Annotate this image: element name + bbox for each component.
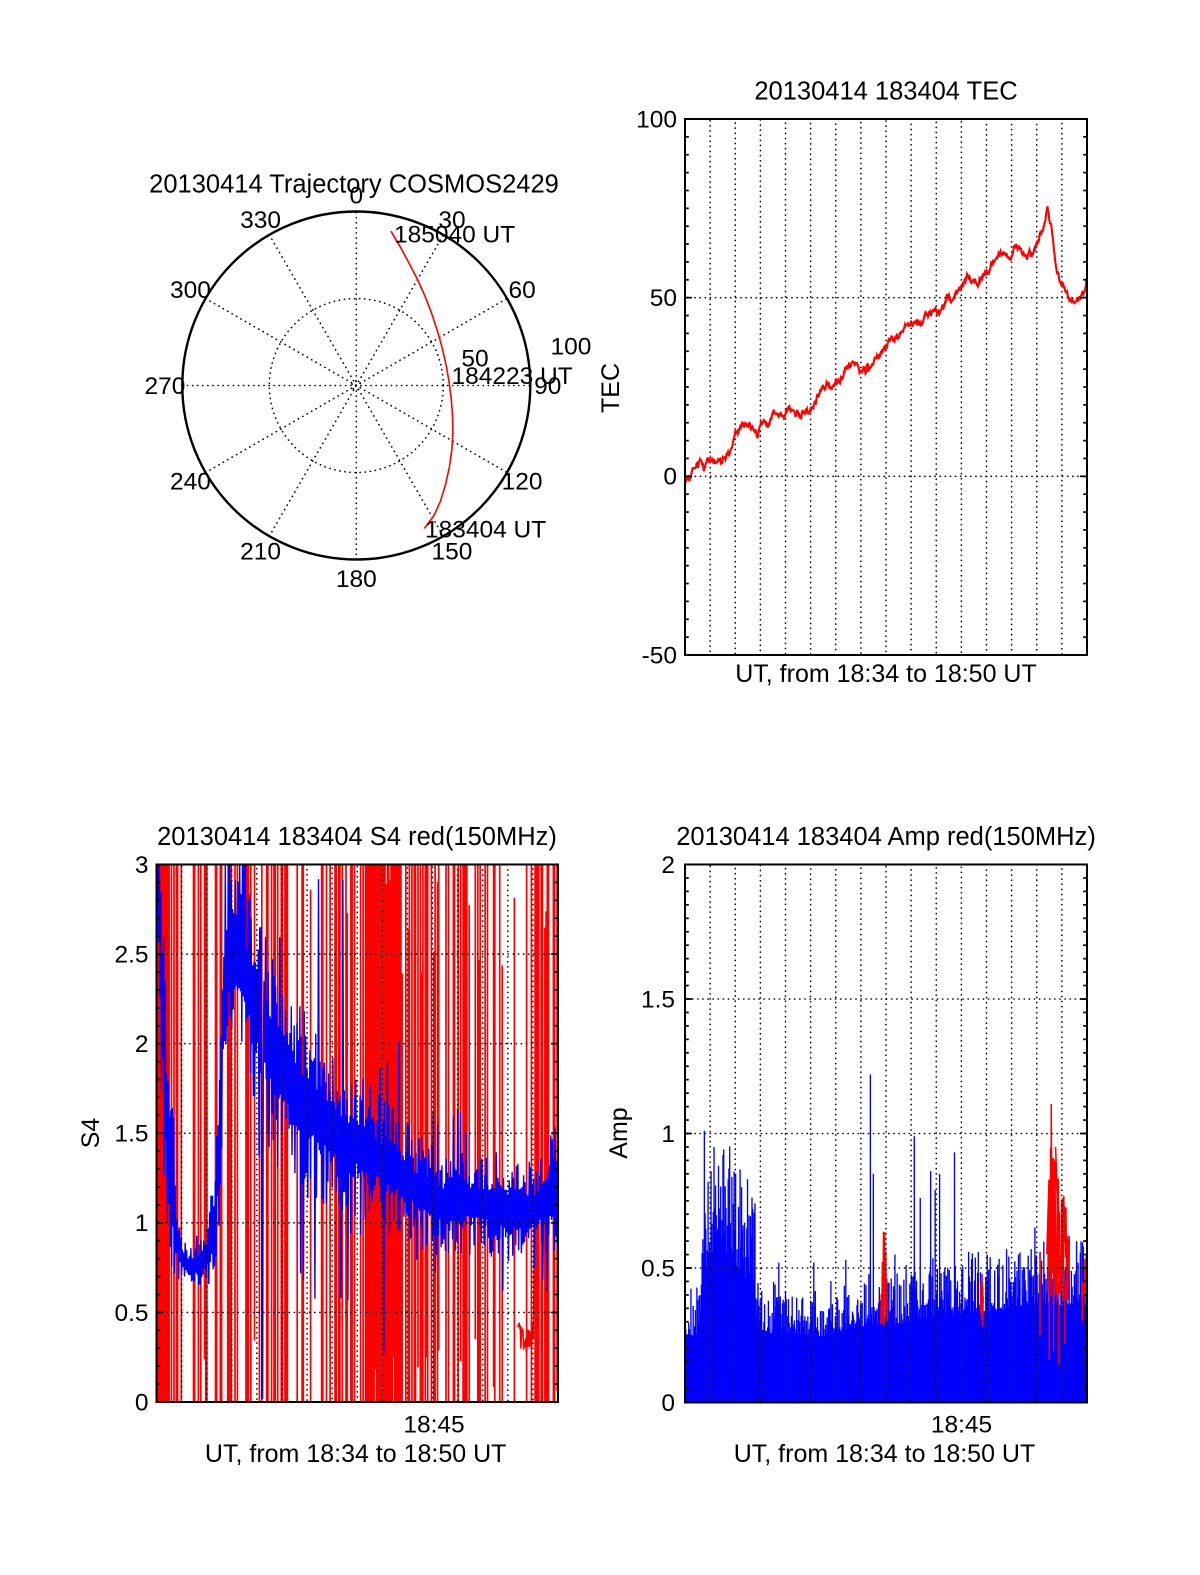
svg-text:0: 0 xyxy=(663,464,677,491)
svg-text:30: 30 xyxy=(438,207,465,234)
svg-text:1.5: 1.5 xyxy=(641,986,675,1013)
svg-text:TEC: TEC xyxy=(597,363,625,413)
svg-text:120: 120 xyxy=(502,469,543,496)
svg-text:20130414 183404 S4 red(150MHz): 20130414 183404 S4 red(150MHz) xyxy=(157,823,557,851)
svg-text:0: 0 xyxy=(349,183,363,210)
svg-text:20130414 183404 Amp red(150MHz: 20130414 183404 Amp red(150MHz) xyxy=(676,823,1096,851)
svg-text:0: 0 xyxy=(661,1390,675,1417)
svg-text:UT, from 18:34 to 18:50 UT: UT, from 18:34 to 18:50 UT xyxy=(734,1440,1036,1468)
svg-text:100: 100 xyxy=(636,106,677,133)
svg-text:3: 3 xyxy=(135,852,149,879)
svg-text:210: 210 xyxy=(240,539,281,566)
svg-text:1: 1 xyxy=(135,1210,149,1237)
svg-text:UT, from 18:34 to 18:50 UT: UT, from 18:34 to 18:50 UT xyxy=(735,660,1037,688)
svg-text:2: 2 xyxy=(135,1031,149,1058)
svg-text:183404 UT: 183404 UT xyxy=(425,516,546,543)
svg-text:300: 300 xyxy=(170,277,211,304)
svg-text:90: 90 xyxy=(534,373,561,400)
svg-text:18:45: 18:45 xyxy=(403,1412,464,1439)
svg-text:185040 UT: 185040 UT xyxy=(394,222,515,249)
svg-text:20130414 183404 TEC: 20130414 183404 TEC xyxy=(754,78,1017,106)
svg-text:60: 60 xyxy=(508,277,535,304)
svg-text:18:45: 18:45 xyxy=(931,1412,992,1439)
svg-text:50: 50 xyxy=(650,285,677,312)
svg-text:330: 330 xyxy=(240,207,281,234)
svg-text:150: 150 xyxy=(432,539,473,566)
svg-text:1.5: 1.5 xyxy=(114,1121,148,1148)
svg-text:240: 240 xyxy=(170,469,211,496)
svg-text:20130414 Trajectory COSMOS2429: 20130414 Trajectory COSMOS2429 xyxy=(149,170,559,198)
svg-text:0: 0 xyxy=(135,1389,149,1416)
svg-text:2: 2 xyxy=(661,852,675,879)
svg-text:Amp: Amp xyxy=(605,1107,633,1158)
svg-text:UT, from 18:34 to 18:50 UT: UT, from 18:34 to 18:50 UT xyxy=(205,1440,507,1468)
svg-text:1: 1 xyxy=(661,1121,675,1148)
svg-text:2.5: 2.5 xyxy=(114,942,148,969)
svg-text:180: 180 xyxy=(336,566,377,593)
svg-text:50: 50 xyxy=(461,345,488,372)
svg-text:0.5: 0.5 xyxy=(641,1255,675,1282)
svg-text:100: 100 xyxy=(551,333,592,360)
svg-text:184223 UT: 184223 UT xyxy=(452,363,573,390)
svg-text:-50: -50 xyxy=(642,642,677,669)
svg-text:S4: S4 xyxy=(77,1118,105,1149)
svg-text:0.5: 0.5 xyxy=(114,1300,148,1327)
svg-text:270: 270 xyxy=(144,373,185,400)
